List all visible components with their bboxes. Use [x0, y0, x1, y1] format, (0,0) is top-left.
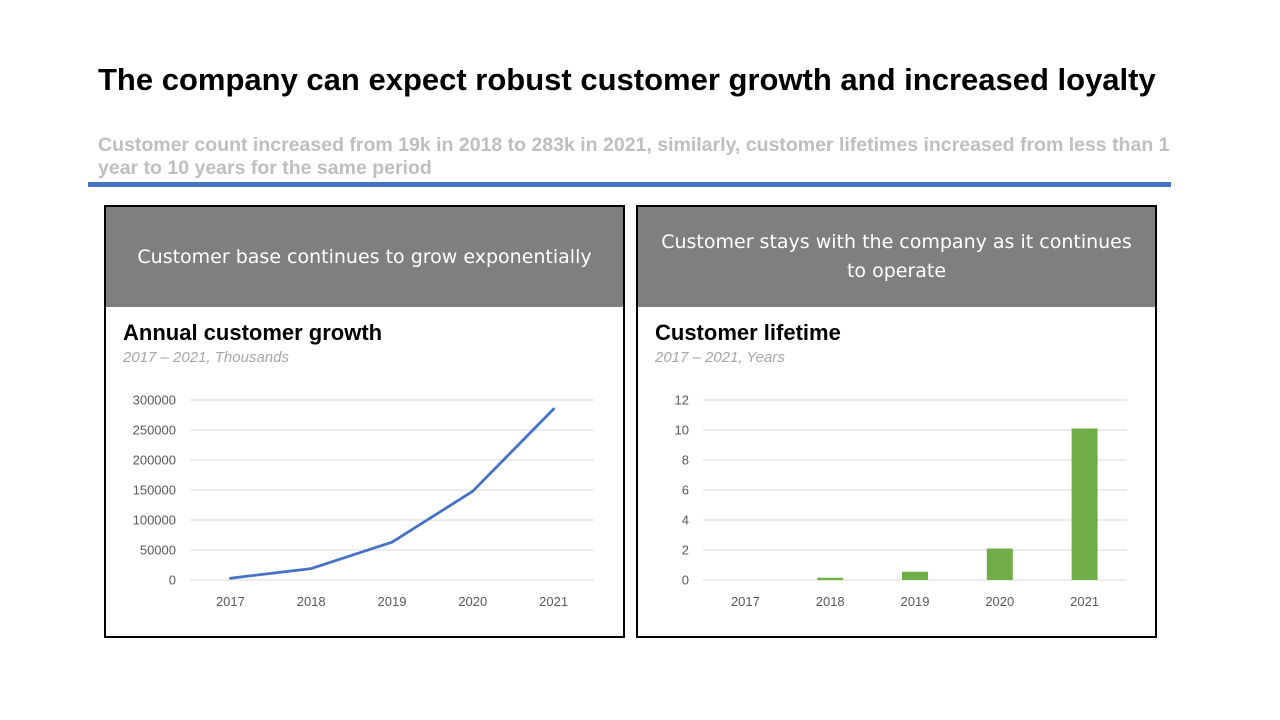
growth-chart-subtitle: 2017 – 2021, Thousands — [123, 349, 289, 366]
y-tick-label: 0 — [169, 573, 176, 588]
y-tick-label: 6 — [682, 483, 689, 498]
title-divider — [88, 182, 1171, 187]
growth-panel: Customer base continues to grow exponent… — [104, 205, 625, 638]
x-tick-label: 2019 — [901, 594, 930, 609]
y-tick-label: 300000 — [133, 393, 176, 408]
y-tick-label: 2 — [682, 543, 689, 558]
x-tick-label: 2018 — [816, 594, 845, 609]
bar — [986, 548, 1013, 580]
y-tick-label: 50000 — [140, 543, 176, 558]
x-tick-label: 2017 — [216, 594, 245, 609]
y-tick-label: 8 — [682, 453, 689, 468]
y-tick-label: 10 — [675, 423, 689, 438]
y-tick-label: 250000 — [133, 423, 176, 438]
x-tick-label: 2020 — [985, 594, 1014, 609]
x-tick-label: 2020 — [458, 594, 487, 609]
growth-line-chart: 0 50000 100000 150000 200000 250000 300000 2017… — [133, 393, 594, 609]
slide-title: The company can expect robust customer g… — [98, 62, 1156, 97]
lifetime-chart-subtitle: 2017 – 2021, Years — [655, 349, 785, 366]
y-tick-label: 100000 — [133, 513, 176, 528]
y-tick-label: 12 — [675, 393, 689, 408]
bar — [1071, 428, 1098, 580]
bar — [817, 577, 844, 580]
x-tick-label: 2021 — [1070, 594, 1099, 609]
y-tick-label: 150000 — [133, 483, 176, 498]
slide-subtitle: Customer count increased from 19k in 201… — [98, 134, 1170, 179]
bar — [902, 571, 928, 580]
y-tick-label: 200000 — [133, 453, 176, 468]
y-tick-label: 4 — [682, 513, 689, 528]
x-tick-label: 2017 — [731, 594, 760, 609]
lifetime-panel: Customer stays with the company as it co… — [636, 205, 1157, 638]
lifetime-panel-header: Customer stays with the company as it co… — [638, 207, 1155, 307]
growth-chart-title: Annual customer growth — [123, 320, 383, 345]
lifetime-bar-chart: 0 2 4 6 8 10 12 2017 2018 2019 2020 2021 — [675, 393, 1127, 609]
growth-panel-header: Customer base continues to grow exponent… — [106, 207, 623, 307]
y-tick-label: 0 — [682, 573, 689, 588]
x-tick-label: 2021 — [539, 594, 568, 609]
lifetime-chart-title: Customer lifetime — [655, 320, 841, 345]
series-line — [229, 407, 555, 580]
x-tick-label: 2019 — [378, 594, 407, 609]
x-tick-label: 2018 — [297, 594, 326, 609]
